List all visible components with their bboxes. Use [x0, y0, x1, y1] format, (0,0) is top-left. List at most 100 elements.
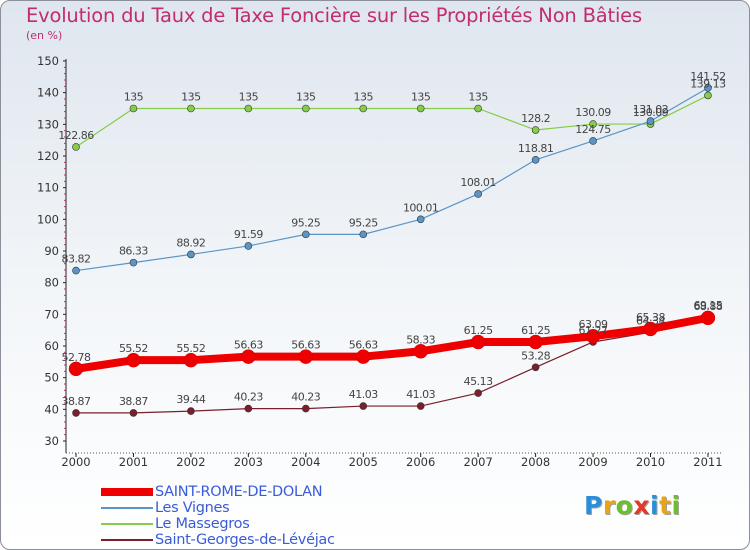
series-line-1: [75, 87, 709, 272]
x-tick-label: 2011: [693, 455, 722, 469]
data-point: [68, 361, 84, 377]
y-tick-label: 80: [44, 276, 59, 290]
data-label: 65.38: [636, 311, 665, 324]
data-label: 69.15: [693, 299, 722, 312]
data-label: 56.63: [291, 339, 320, 352]
data-label: 135: [296, 91, 316, 104]
data-label: 130.09: [575, 106, 611, 119]
data-label: 135: [411, 91, 431, 104]
y-tick-label: 60: [44, 339, 59, 353]
data-point: [413, 344, 428, 359]
data-label: 56.63: [349, 339, 378, 352]
data-label: 38.87: [62, 395, 91, 408]
data-label: 135: [181, 91, 201, 104]
data-label: 141.52: [690, 70, 726, 83]
series-line-3: [75, 316, 709, 414]
x-tick-label: 2008: [521, 455, 550, 469]
y-tick-label: 70: [44, 307, 59, 321]
data-point: [528, 334, 543, 350]
data-label: 55.52: [119, 342, 148, 355]
x-tick-label: 2010: [636, 455, 665, 469]
data-point: [126, 352, 141, 368]
data-label: 40.23: [234, 391, 263, 404]
data-point: [646, 117, 655, 125]
legend-label: Saint-Georges-de-Lévéjac: [155, 532, 335, 548]
data-label: 86.33: [119, 245, 148, 258]
data-label: 88.92: [176, 236, 205, 249]
y-tick-label: 110: [37, 181, 59, 195]
logo-letter: o: [615, 491, 634, 520]
data-label: 53.28: [521, 349, 550, 362]
logo-letter: i: [671, 491, 681, 520]
y-tick-label: 140: [37, 86, 59, 100]
legend-label: Le Massegros: [155, 516, 250, 532]
series-line-0: [72, 313, 712, 373]
data-label: 64.34: [636, 314, 665, 327]
y-tick-label: 90: [44, 244, 59, 258]
x-tick-label: 2003: [234, 455, 263, 469]
x-tick-label: 2007: [464, 455, 493, 469]
legend-swatch-saint-georges-de-levejac: [101, 539, 153, 541]
data-label: 39.44: [176, 393, 205, 406]
y-tick-label: 150: [37, 54, 59, 68]
data-point: [301, 230, 310, 239]
data-point: [298, 349, 314, 364]
data-label: 45.13: [464, 375, 493, 388]
logo-letter: x: [633, 491, 650, 520]
data-label: 40.23: [291, 391, 320, 404]
data-point: [244, 404, 253, 413]
data-point: [531, 126, 540, 134]
data-label: 135: [239, 91, 259, 104]
data-label: 124.75: [575, 123, 611, 136]
data-label: 95.25: [349, 216, 378, 229]
logo-letter: P: [584, 491, 603, 520]
data-point: [187, 250, 195, 259]
data-point: [700, 310, 716, 326]
data-label: 95.25: [291, 216, 320, 229]
data-label: 128.2: [521, 112, 550, 125]
x-tick-label: 2004: [291, 455, 320, 469]
data-label: 135: [354, 91, 374, 104]
y-tick-label: 30: [44, 434, 59, 448]
data-label: 108.01: [460, 176, 496, 189]
x-tick-label: 2002: [176, 455, 205, 469]
y-tick-label: 120: [37, 149, 59, 163]
x-tick-label: 2009: [578, 455, 607, 469]
data-point: [474, 190, 482, 198]
data-point: [416, 402, 425, 410]
data-label: 118.81: [518, 142, 554, 155]
data-label: 83.82: [62, 253, 91, 266]
data-point: [704, 91, 712, 100]
data-point: [416, 104, 425, 113]
y-tick-label: 100: [37, 212, 59, 226]
data-label: 41.03: [406, 388, 435, 401]
data-point: [704, 84, 712, 92]
data-point: [531, 363, 540, 372]
x-tick-label: 2001: [119, 455, 148, 469]
data-label: 91.59: [234, 228, 263, 241]
data-point: [585, 328, 601, 344]
data-point: [359, 230, 368, 239]
data-label: 63.09: [579, 318, 608, 331]
proxiti-logo: Proxiti: [584, 491, 681, 520]
data-label: 100.01: [403, 201, 439, 214]
logo-letter: t: [659, 491, 672, 520]
chart-unit-label: (en %): [26, 29, 63, 42]
data-label: 139.13: [690, 77, 726, 90]
y-tick-label: 50: [44, 371, 59, 385]
data-label: 61.25: [521, 324, 550, 337]
chart-title: Evolution du Taux de Taxe Foncière sur l…: [26, 4, 642, 27]
data-point: [359, 402, 368, 410]
data-point: [183, 352, 199, 368]
x-tick-label: 2005: [349, 455, 378, 469]
data-label: 68.88: [693, 300, 722, 313]
data-label: 61.25: [464, 324, 493, 337]
data-point: [474, 104, 482, 113]
data-label: 135: [468, 91, 488, 104]
data-point: [241, 349, 256, 364]
data-label: 61.27: [579, 324, 608, 337]
data-label: 135: [124, 91, 144, 104]
x-tick-label: 2000: [61, 455, 90, 469]
data-point: [187, 104, 195, 113]
